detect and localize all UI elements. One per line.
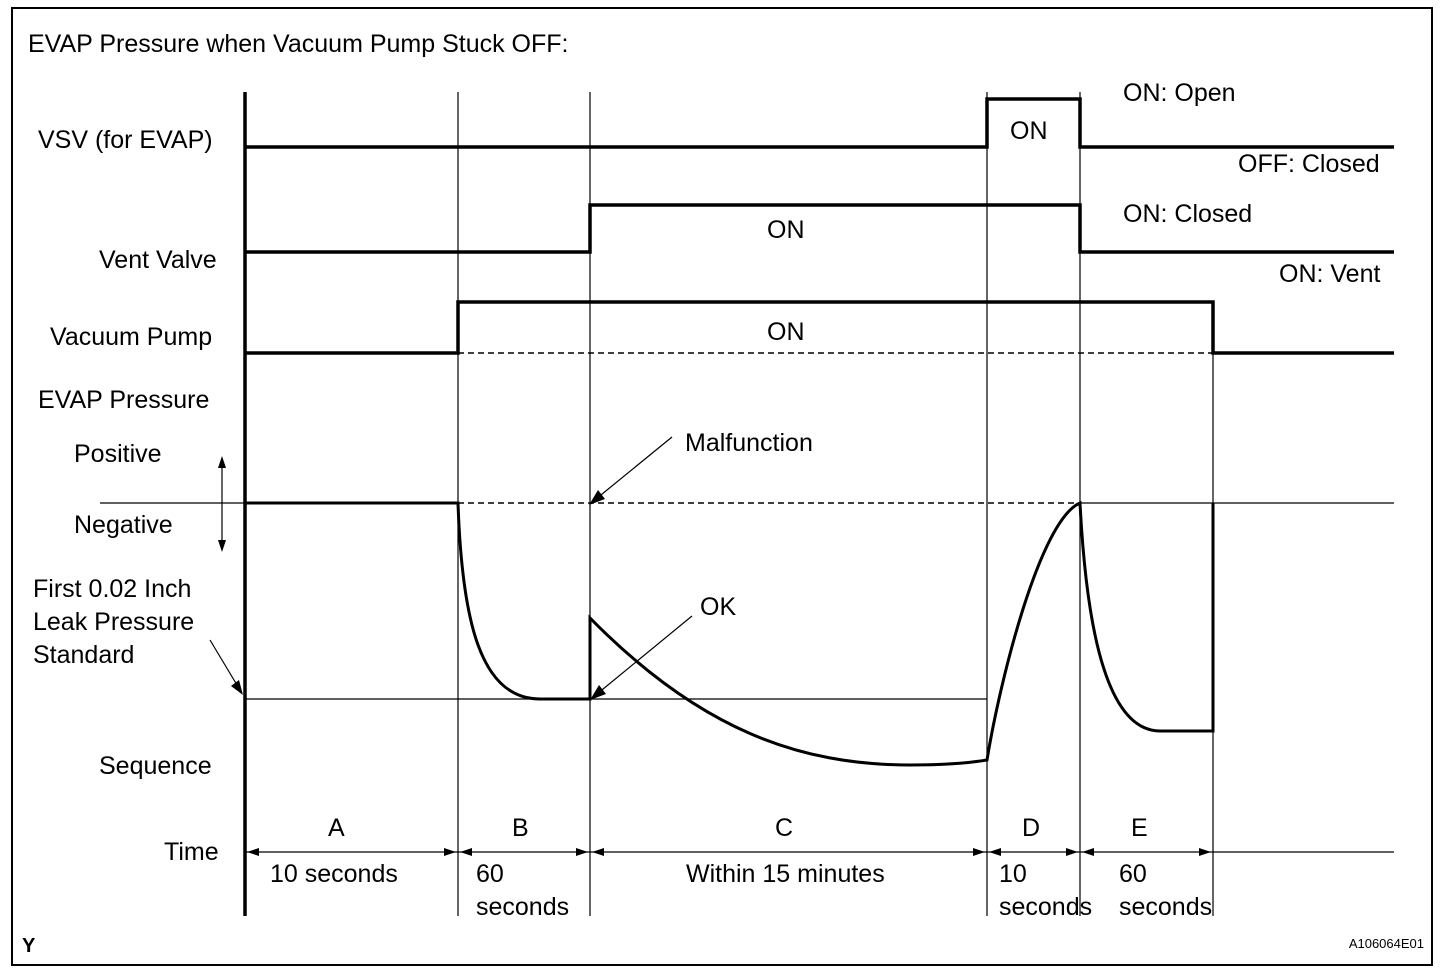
arrowhead-negative xyxy=(218,540,226,552)
row-label-time: Time xyxy=(164,838,219,866)
sequence-letter-c: C xyxy=(775,814,793,842)
vacuum-pump-signal xyxy=(245,300,1394,355)
ok-pointer xyxy=(596,615,693,695)
malfunction-arrowhead xyxy=(589,490,605,505)
sequence-letter-d: D xyxy=(1022,814,1040,842)
ok-arrowhead xyxy=(590,685,606,700)
sequence-letter-a: A xyxy=(328,814,345,842)
corner-mark: Y xyxy=(22,935,36,957)
vent-valve-on-meaning: ON: Closed xyxy=(1123,200,1252,228)
duration-e-line2: seconds xyxy=(1119,893,1212,921)
vsv-on-label: ON xyxy=(1010,117,1048,145)
label-leak-standard-2: Leak Pressure xyxy=(33,608,194,636)
label-negative: Negative xyxy=(74,511,173,539)
sequence-letter-b: B xyxy=(512,814,529,842)
vsv-on-meaning: ON: Open xyxy=(1123,79,1236,107)
label-positive: Positive xyxy=(74,440,162,468)
figure-id: A106064E01 xyxy=(1349,936,1424,951)
diagram-border xyxy=(11,7,1433,966)
row-label-vacuum-pump: Vacuum Pump xyxy=(50,323,212,351)
ok-label: OK xyxy=(700,593,736,621)
row-label-evap-pressure: EVAP Pressure xyxy=(38,386,209,414)
row-label-vsv: VSV (for EVAP) xyxy=(38,126,213,154)
duration-a: 10 seconds xyxy=(270,860,398,888)
row-label-vent-valve: Vent Valve xyxy=(99,246,217,274)
vsv-signal xyxy=(245,97,1394,149)
duration-d-line1: 10 xyxy=(999,860,1027,888)
vent-valve-signal xyxy=(245,203,1394,254)
duration-d-line2: seconds xyxy=(999,893,1092,921)
vsv-off-meaning: OFF: Closed xyxy=(1238,150,1380,178)
label-leak-standard-1: First 0.02 Inch xyxy=(33,575,191,603)
row-label-sequence: Sequence xyxy=(99,752,212,780)
arrowhead-positive xyxy=(218,456,226,468)
duration-e-line1: 60 xyxy=(1119,860,1147,888)
leak-standard-pointer xyxy=(209,639,241,691)
duration-c: Within 15 minutes xyxy=(686,860,885,888)
vent-valve-on-label: ON xyxy=(767,216,805,244)
malfunction-pointer xyxy=(595,436,673,500)
malfunction-label: Malfunction xyxy=(685,429,813,457)
duration-b-line2: seconds xyxy=(476,893,569,921)
sequence-letter-e: E xyxy=(1131,814,1148,842)
vacuum-pump-on-label: ON xyxy=(767,318,805,346)
vent-valve-off-meaning: ON: Vent xyxy=(1279,260,1380,288)
label-leak-standard-3: Standard xyxy=(33,641,134,669)
duration-b-line1: 60 xyxy=(476,860,504,888)
segment-arrows xyxy=(247,848,1211,856)
leak-standard-arrowhead xyxy=(231,680,243,695)
evap-pressure-trace xyxy=(245,500,1215,767)
diagram-title: EVAP Pressure when Vacuum Pump Stuck OFF… xyxy=(28,30,569,58)
